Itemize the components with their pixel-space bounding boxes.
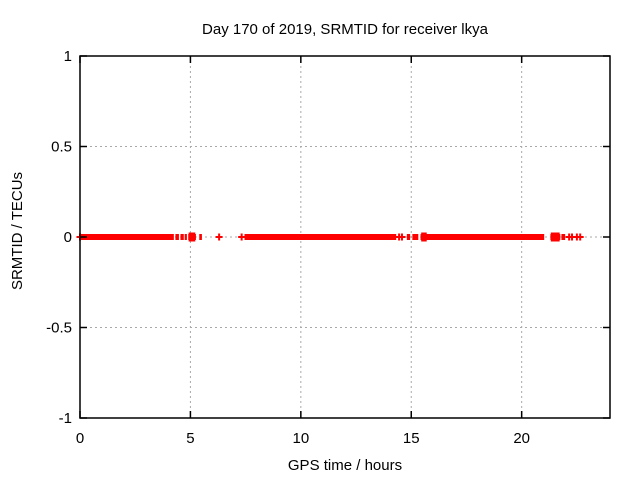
y-tick-label: -0.5 <box>46 320 72 337</box>
y-tick-label: -1 <box>59 410 72 427</box>
y-tick-label: 0.5 <box>51 139 72 156</box>
y-axis-label: SRMTID / TECUs <box>9 171 26 291</box>
y-tick-label: 0 <box>64 229 72 246</box>
x-tick-label: 10 <box>292 430 309 447</box>
x-tick-label: 0 <box>76 430 84 447</box>
x-tick-label: 15 <box>403 430 420 447</box>
x-axis-label: GPS time / hours <box>287 457 403 474</box>
y-tick-label: 1 <box>64 48 72 65</box>
x-tick-label: 5 <box>186 430 194 447</box>
x-tick-label: 20 <box>513 430 530 447</box>
chart-title: Day 170 of 2019, SRMTID for receiver lky… <box>202 21 488 38</box>
